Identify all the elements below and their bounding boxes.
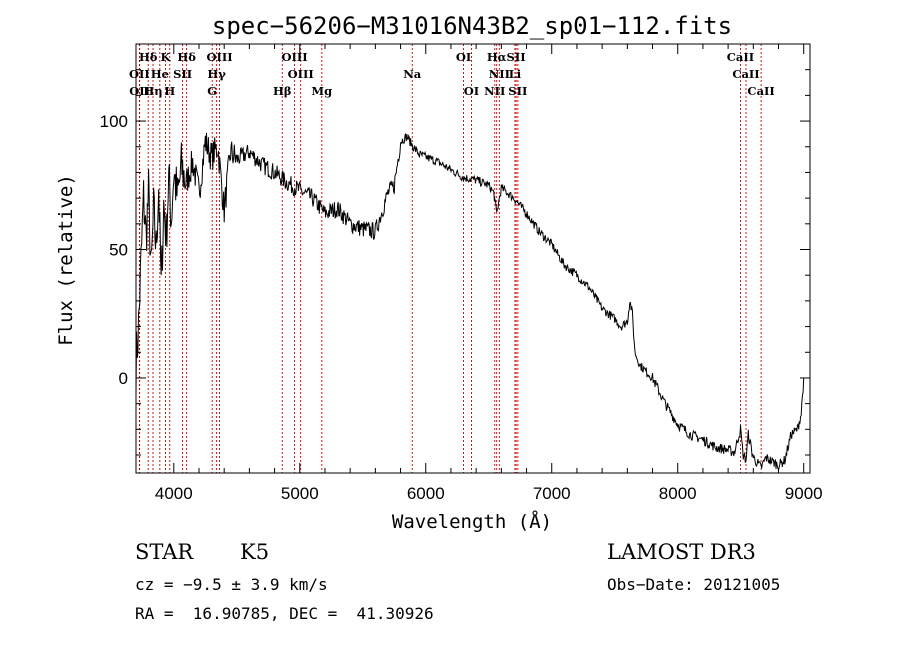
line-label-4: OIII	[282, 50, 308, 64]
plot-frame	[135, 43, 811, 474]
x-axis-label: Wavelength (Å)	[392, 510, 552, 533]
spectrum-line	[135, 132, 805, 473]
x-tick-label-3: 7000	[533, 484, 571, 503]
spectral-line-markers	[138, 44, 762, 473]
line-label-20: H	[164, 84, 175, 98]
line-label-16: Li	[509, 67, 522, 81]
object-class: STAR	[135, 540, 194, 564]
line-label-5: OI	[456, 50, 471, 64]
line-label-24: OI	[464, 84, 479, 98]
line-label-18: OII	[129, 84, 150, 98]
line-label-26: SII	[508, 84, 527, 98]
line-label-9: OII	[129, 67, 150, 81]
y-tick-label-2: 100	[100, 112, 128, 131]
line-label-1: K	[160, 50, 171, 64]
x-tick-label-4: 8000	[659, 484, 697, 503]
line-label-21: G	[207, 84, 217, 98]
line-label-22: Hβ	[273, 84, 292, 98]
axis-ticks: 4000 5000 6000 7000 8000 9000 0 50 100	[100, 44, 823, 503]
line-label-10: He	[151, 67, 169, 81]
line-label-15: NII	[489, 67, 510, 81]
line-label-11: SII	[173, 67, 192, 81]
line-label-14: Na	[403, 67, 422, 81]
line-label-8: CaII	[727, 50, 754, 64]
object-subclass: K5	[240, 540, 270, 564]
line-label-25: NII	[484, 84, 505, 98]
line-label-3: OIII	[206, 50, 232, 64]
line-label-23: Mg	[311, 84, 332, 98]
line-label-0: Hδ	[139, 50, 158, 64]
x-tick-label-0: 4000	[155, 484, 193, 503]
y-tick-label-1: 50	[109, 241, 128, 260]
line-label-2: Hδ	[177, 50, 196, 64]
x-tick-label-2: 6000	[407, 484, 445, 503]
x-tick-label-5: 9000	[785, 484, 823, 503]
redshift-cz: cz = −9.5 ± 3.9 km/s	[135, 575, 328, 594]
line-label-6: Hα	[487, 50, 507, 64]
line-label-12: Hγ	[207, 67, 226, 81]
observation-date: Obs−Date: 20121005	[607, 575, 781, 594]
line-label-27: CaII	[747, 84, 774, 98]
line-label-13: OIII	[288, 67, 314, 81]
y-axis-label: Flux (relative)	[55, 174, 77, 346]
y-tick-label-0: 0	[119, 369, 128, 388]
line-label-7: SII	[507, 50, 526, 64]
chart-title: spec−56206−M31016N43B2_sp01−112.fits	[212, 12, 732, 40]
x-tick-label-1: 5000	[281, 484, 319, 503]
line-label-17: CaII	[732, 67, 759, 81]
line-label-19: Hη	[143, 84, 162, 98]
survey-name: LAMOST DR3	[607, 540, 756, 564]
ra-dec: RA = 16.90785, DEC = 41.30926	[135, 604, 434, 623]
